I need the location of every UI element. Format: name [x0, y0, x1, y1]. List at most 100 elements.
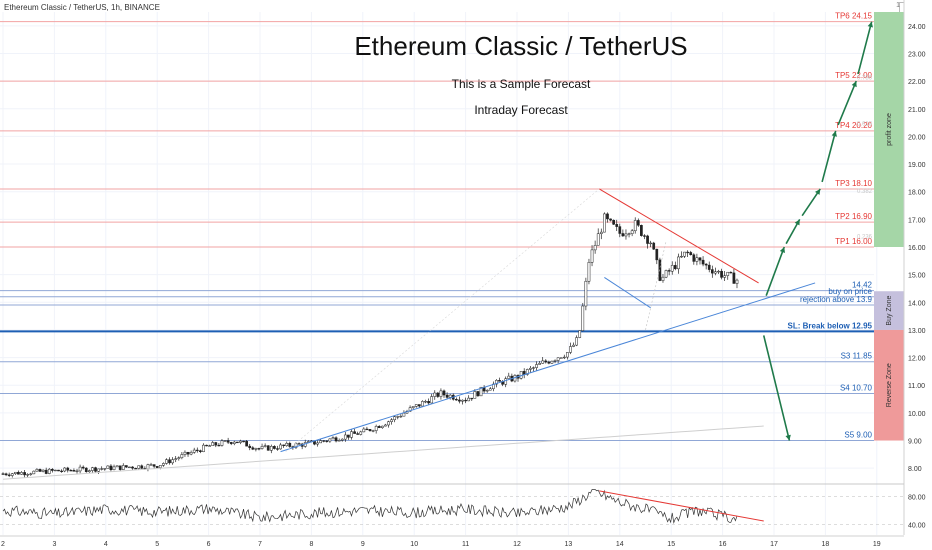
candle-body [587, 262, 591, 282]
level-label: rejection above 13.9 [800, 295, 873, 304]
zone-rect [874, 291, 904, 330]
pattern-line [604, 276, 651, 309]
candle-body [91, 467, 94, 471]
y-tick-label: 10.00 [908, 411, 926, 418]
candle-body [603, 213, 606, 233]
candle-body [525, 369, 529, 375]
candle-body [442, 390, 446, 396]
candle-body [735, 279, 739, 284]
candle-body [618, 226, 622, 234]
candle-body [152, 464, 156, 467]
candle-body [670, 265, 674, 272]
candle-body [180, 454, 184, 459]
candle-body [32, 470, 36, 475]
dotted-guide [645, 241, 667, 331]
candle-body [606, 213, 609, 220]
candle-body [507, 375, 511, 379]
level-label: SL: Break below 12.95 [788, 321, 873, 330]
symbol-title: Ethereum Classic / TetherUS, 1h, BINANCE [4, 3, 160, 12]
candle-body [720, 270, 723, 278]
candle-body [633, 220, 637, 232]
candle-body [396, 416, 400, 418]
candle-body [266, 445, 270, 451]
candle-body [350, 431, 353, 438]
candle-body [664, 270, 668, 278]
forecast-arrow-shaft [837, 80, 857, 126]
candle-body [689, 252, 693, 256]
candle-body [285, 443, 289, 447]
candle-body [7, 474, 11, 476]
y-tick-label: 19.00 [908, 162, 926, 169]
candle-body [121, 465, 125, 470]
candle-body [263, 445, 267, 447]
candle-body [38, 469, 42, 472]
candle-body [115, 465, 119, 468]
candle-body [529, 367, 532, 370]
candle-body [584, 280, 588, 307]
x-tick-label: 11 [462, 541, 469, 548]
forecast-arrow-head [831, 130, 837, 137]
candle-body [23, 472, 26, 476]
candle-body [29, 473, 33, 475]
y-tick-label: 17.00 [908, 217, 926, 224]
candle-body [593, 245, 597, 251]
candle-body [60, 470, 63, 473]
candle-body [646, 235, 649, 244]
candle-body [195, 449, 199, 452]
candle-body [726, 271, 730, 276]
candle-body [467, 397, 471, 402]
candle-body [128, 466, 131, 469]
candle-body [325, 440, 329, 442]
candle-body [535, 364, 538, 368]
candle-body [498, 380, 501, 382]
x-tick-label: 13 [565, 541, 573, 548]
candle-body [158, 465, 162, 468]
x-tick-label: 7 [258, 541, 262, 548]
zones-group: profit zone Buy Zone Reverse Zone [874, 12, 904, 441]
candle-body [556, 357, 560, 361]
level-label: S4 10.70 [840, 384, 873, 393]
forecast-arrow [765, 246, 786, 296]
candle-body [683, 251, 686, 257]
candle-body [282, 444, 285, 447]
candle-body [673, 265, 677, 270]
candle-body [732, 272, 736, 284]
candle-body [69, 469, 73, 472]
x-tick-label: 8 [309, 541, 313, 548]
forecast-arrow-shaft [801, 188, 821, 217]
candle-body [643, 235, 646, 237]
x-tick-label: 18 [822, 541, 830, 548]
forecast-arrow-shaft [765, 246, 786, 296]
candle-body [294, 443, 298, 448]
candle-body [66, 467, 70, 471]
y-tick-label: 11.00 [908, 383, 925, 390]
candle-body [78, 466, 82, 472]
zone-label: profit zone [886, 113, 893, 146]
level-label: TP6 24.15 [835, 12, 872, 21]
candle-body [374, 426, 378, 431]
candle-body [26, 474, 30, 476]
candle-body [430, 396, 434, 404]
candle-body [411, 406, 415, 408]
candle-body [220, 440, 224, 446]
candle-body [10, 473, 14, 476]
candle-body [337, 440, 341, 442]
candle-body [319, 440, 323, 444]
zone-rect [874, 329, 904, 441]
candle-body [686, 251, 689, 254]
y-tick-label: 21.00 [908, 107, 926, 114]
fib-label: 0.382 [857, 189, 873, 195]
candle-body [162, 463, 165, 466]
candle-body [599, 231, 603, 234]
level-label: buy on price [828, 287, 872, 296]
candle-body [1, 473, 5, 475]
candle-body [236, 441, 239, 444]
candle-body [436, 392, 440, 397]
candle-body [276, 448, 279, 450]
zone-label: Reverse Zone [886, 363, 893, 407]
candle-body [140, 465, 144, 469]
candle-body [322, 440, 326, 442]
candle-body [640, 225, 643, 236]
candle-body [470, 397, 474, 400]
